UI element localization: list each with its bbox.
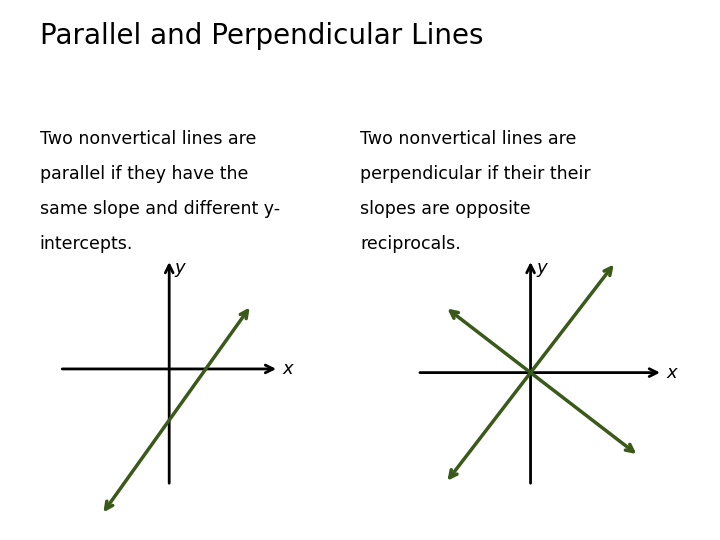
Text: slopes are opposite: slopes are opposite	[360, 200, 531, 218]
Text: reciprocals.: reciprocals.	[360, 235, 461, 253]
Text: intercepts.: intercepts.	[40, 235, 133, 253]
Text: x: x	[667, 363, 678, 382]
Text: Two nonvertical lines are: Two nonvertical lines are	[360, 130, 577, 147]
Text: perpendicular if their their: perpendicular if their their	[360, 165, 590, 183]
Text: same slope and different y-: same slope and different y-	[40, 200, 280, 218]
Text: Parallel and Perpendicular Lines: Parallel and Perpendicular Lines	[40, 22, 483, 50]
Text: parallel if they have the: parallel if they have the	[40, 165, 248, 183]
Text: y: y	[536, 259, 547, 277]
Text: x: x	[282, 360, 293, 378]
Text: y: y	[175, 259, 185, 277]
Text: Two nonvertical lines are: Two nonvertical lines are	[40, 130, 256, 147]
